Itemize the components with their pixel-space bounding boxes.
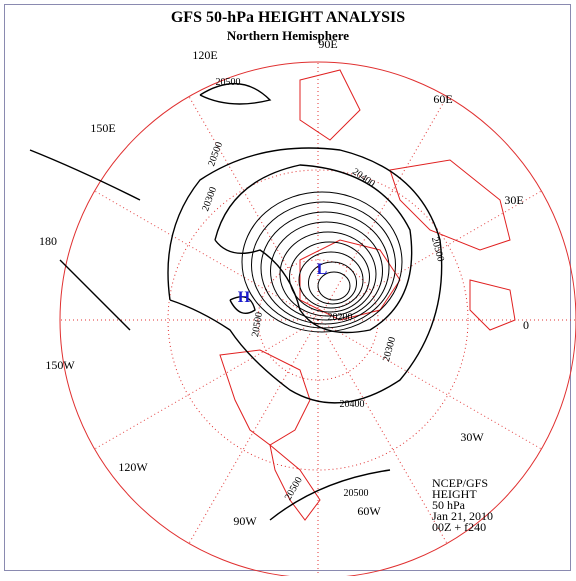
latitude-circle (167, 169, 469, 471)
coastlines (219, 69, 516, 521)
contour (241, 191, 403, 333)
contour (260, 211, 390, 325)
contour-label: 20500 (216, 77, 241, 88)
longitude-label: 90E (318, 37, 337, 51)
info-line: 00Z + f240 (432, 520, 486, 534)
contour (279, 231, 377, 317)
meridian (317, 319, 448, 544)
europe (469, 279, 516, 331)
greenland-region (299, 239, 401, 321)
contour (289, 241, 370, 313)
meridian (188, 319, 319, 544)
longitude-label: 60W (357, 504, 381, 518)
contour (317, 271, 351, 301)
low-center: L (317, 261, 328, 278)
contour (29, 149, 141, 331)
longitude-label: 150E (90, 121, 115, 135)
longitude-label: 150W (45, 358, 75, 372)
contours (241, 191, 403, 333)
labels: 90E 60E 30E 0 30W 60W 90W 120W 150W 180 150E 120E 20… (39, 37, 529, 534)
frame (4, 4, 571, 571)
asia (299, 69, 361, 141)
contour-label: 20200 (328, 312, 353, 323)
contour (214, 164, 413, 334)
eurasia (389, 159, 511, 251)
contours (29, 83, 443, 521)
contour (199, 83, 272, 105)
contour (229, 296, 256, 314)
high-center: H (238, 289, 251, 306)
longitude-label: 90W (233, 514, 257, 528)
meridian (317, 96, 448, 321)
longitude-label: 30W (460, 430, 484, 444)
longitude-label: 120E (192, 48, 217, 62)
subtitle: Northern Hemisphere (227, 28, 349, 43)
contour (269, 469, 391, 521)
info-line: Jan 21, 2010 (432, 509, 493, 523)
longitude-label: 60E (433, 92, 452, 106)
info-line: NCEP/GFS (432, 476, 488, 490)
south-america (269, 443, 321, 521)
meridian (317, 190, 542, 321)
graticule (59, 61, 576, 579)
title: GFS 50-hPa HEIGHT ANALYSIS (171, 9, 405, 26)
contour (298, 251, 364, 309)
info-line: HEIGHT (432, 487, 477, 501)
contour (167, 147, 443, 404)
contour-label: 20400 (340, 399, 365, 410)
info-line: 50 hPa (432, 498, 466, 512)
meridian (317, 319, 542, 450)
north-america (219, 349, 311, 446)
contour-label: 20500 (250, 311, 265, 338)
longitude-label: 30E (504, 193, 523, 207)
meridian (94, 319, 319, 450)
contour-label: 20500 (344, 488, 369, 499)
contour (308, 261, 357, 305)
longitude-label: 180 (39, 234, 57, 248)
contour (270, 221, 383, 321)
longitude-label: 120W (118, 460, 148, 474)
meridian (188, 96, 319, 321)
contour (251, 201, 396, 329)
longitude-label: 0 (523, 318, 529, 332)
meridian (94, 190, 319, 321)
